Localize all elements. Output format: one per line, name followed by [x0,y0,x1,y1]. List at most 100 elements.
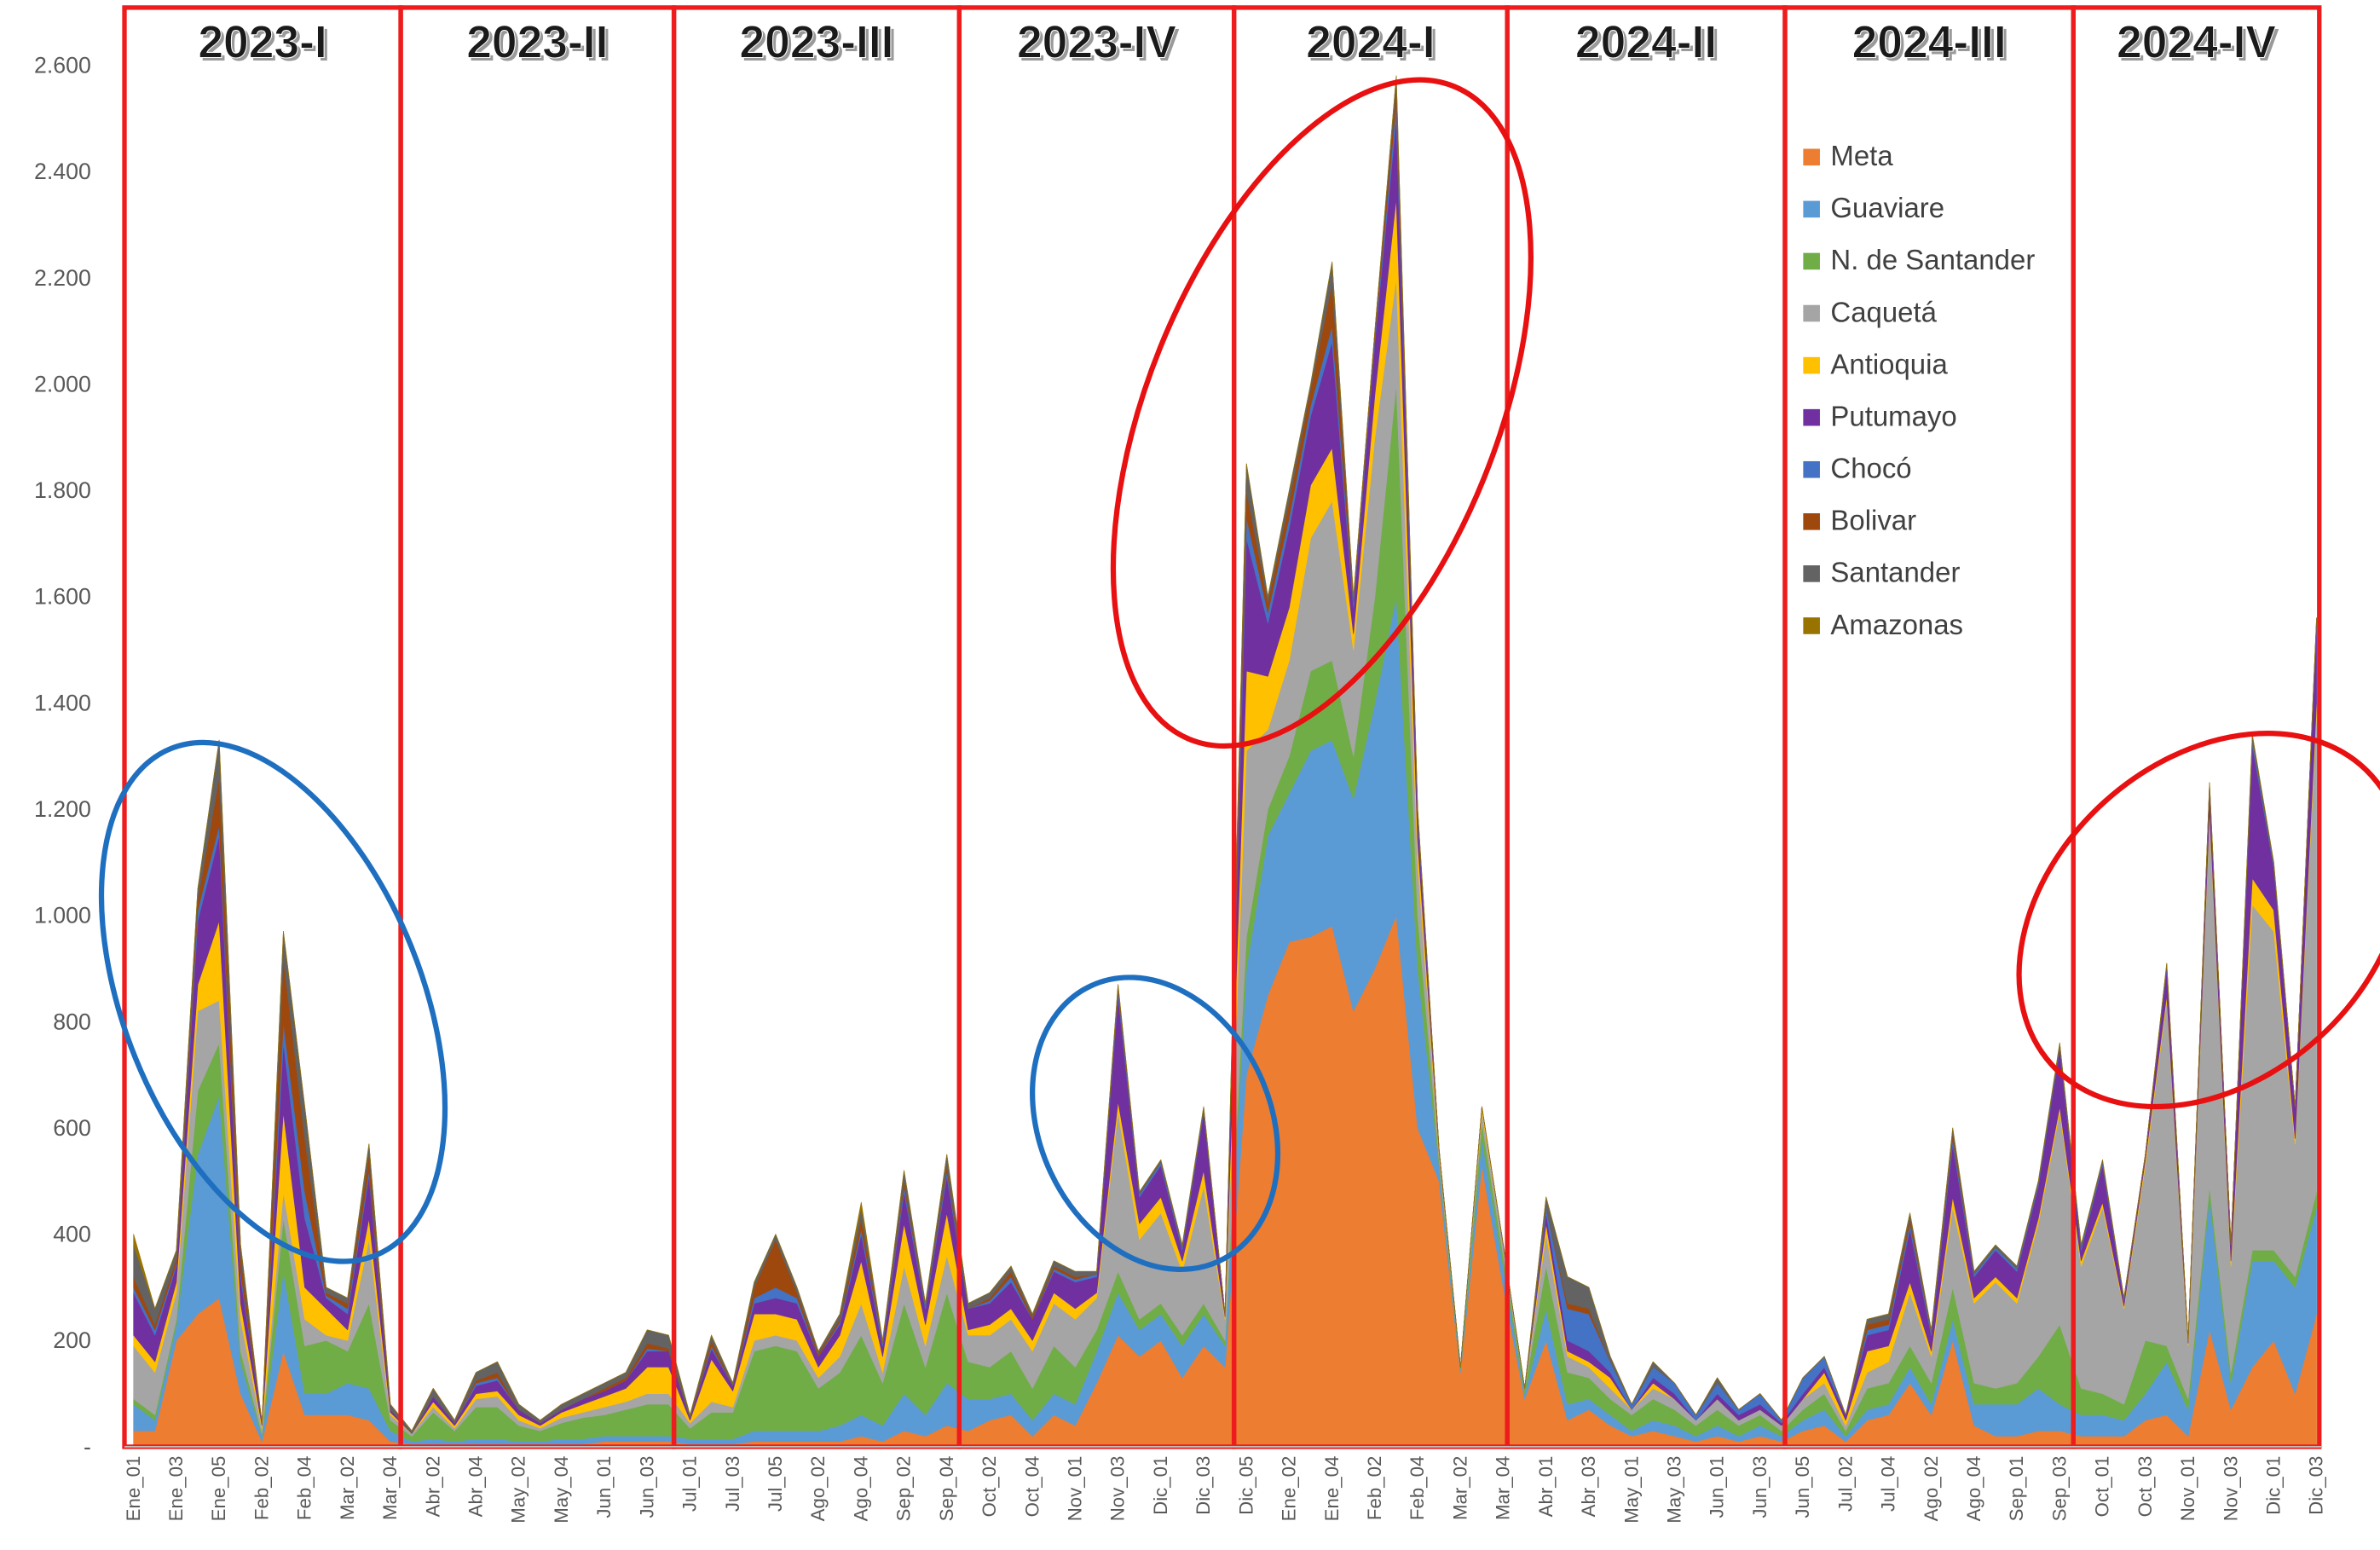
x-tick-label: Abr_01 [1535,1456,1557,1518]
x-tick-label: Jul_01 [679,1456,701,1512]
x-tick-label: Jun_03 [1749,1456,1771,1518]
legend-label: Putumayo [1830,400,1956,431]
x-tick-label: Mar_02 [337,1456,358,1520]
legend-swatch [1803,356,1820,374]
highlight-ellipse [98,739,448,1264]
legend-label: N. de Santander [1830,244,2035,275]
legend-swatch [1803,408,1820,426]
y-tick-label: 2.400 [34,159,91,184]
y-tick-label: 1.200 [34,796,91,822]
legend-swatch [1803,460,1820,478]
x-tick-label: Dic_03 [1193,1456,1214,1515]
x-tick-label: Ene_02 [1279,1456,1300,1522]
x-tick-label: Nov_03 [2220,1456,2241,1522]
quarter-label-shadow: 2023-IV [1020,20,1180,71]
quarter-label-shadow: 2024-III [1855,20,2009,71]
x-tick-label: May_04 [551,1456,572,1524]
x-tick-label: Mar_04 [379,1456,401,1520]
y-tick-label: 400 [53,1222,91,1247]
highlight-ellipse [1110,77,1534,749]
legend: Meta Guaviare N. de Santander Caquetá Antioq… [1803,140,2035,640]
x-tick-label: May_02 [508,1456,529,1524]
x-tick-label: Abr_03 [1578,1456,1599,1518]
x-tick-label: Abr_02 [422,1456,443,1518]
y-tick-label: 1.600 [34,584,91,610]
x-tick-label: Jun_01 [1707,1456,1728,1518]
x-tick-label: Oct_01 [2092,1456,2113,1518]
x-tick-label: Ago_02 [807,1456,829,1522]
legend-label: Bolivar [1830,505,1916,536]
x-tick-label: Ago_04 [850,1456,871,1522]
highlight-ellipse [2016,731,2380,1110]
x-tick-label: Dic_05 [1235,1456,1256,1515]
x-tick-label: Sep_02 [893,1456,915,1522]
x-tick-label: Jul_03 [722,1456,743,1512]
x-tick-label: Jul_04 [1878,1456,1899,1512]
x-tick-label: Mar_02 [1449,1456,1470,1520]
y-tick-label: 2.200 [34,265,91,291]
quarter-label: 2024-I [1306,18,1435,68]
axes: - 200 400 600 800 1.000 1.200 1.400 1.600 1.800 2.… [34,52,2327,1523]
x-tick-label: Jul_05 [765,1456,786,1512]
area [133,75,2317,1431]
areas [133,75,2317,1448]
quarter-label-shadow: 2024-IV [2120,20,2279,71]
x-tick-label: Nov_01 [2177,1456,2198,1522]
x-tick-label: Feb_02 [1364,1456,1385,1520]
legend-swatch [1803,617,1820,634]
y-tick-label: 800 [53,1009,91,1034]
x-tick-label: Ene_01 [123,1456,144,1522]
legend-swatch [1803,565,1820,582]
x-tick-label: Ago_04 [1963,1456,1984,1522]
x-tick-label: May_03 [1663,1456,1684,1524]
quarter-label: 2024-III [1852,18,2007,68]
y-tick-label: 600 [53,1115,91,1141]
y-tick-label: 1.400 [34,690,91,715]
legend-swatch [1803,252,1820,270]
legend-label: Caquetá [1830,296,1937,327]
y-tick-label: - [84,1434,91,1460]
x-tick-label: May_01 [1620,1456,1642,1524]
legend-swatch [1803,513,1820,530]
x-tick-label: Feb_02 [251,1456,272,1520]
x-tick-label: Dic_03 [2306,1456,2327,1515]
x-tick-label: Feb_04 [1407,1456,1428,1520]
x-tick-label: Abr_04 [465,1456,487,1518]
x-tick-label: Mar_04 [1493,1456,1514,1520]
x-tick-label: Sep_01 [2006,1456,2027,1522]
legend-label: Chocó [1830,453,1911,484]
x-tick-label: Ene_04 [1321,1456,1343,1522]
x-tick-label: Dic_01 [2262,1456,2284,1515]
y-tick-label: 200 [53,1327,91,1353]
legend-swatch [1803,200,1820,218]
x-tick-label: Jun_05 [1792,1456,1813,1518]
quarter-label: 2023-III [739,18,893,68]
quarter-label: 2023-I [198,18,326,68]
x-tick-label: Ene_03 [165,1456,187,1522]
quarter-label-shadow: 2024-I [1309,20,1438,71]
x-tick-label: Jun_01 [593,1456,615,1518]
quarter-label-shadow: 2023-II [470,20,611,71]
x-tick-label: Sep_03 [2048,1456,2070,1522]
legend-label: Santander [1830,557,1960,588]
quarter-label-shadow: 2023-III [742,20,897,71]
legend-swatch [1803,148,1820,166]
quarter-label-shadow: 2024-II [1578,20,1719,71]
legend-label: Meta [1830,140,1893,171]
y-tick-label: 1.000 [34,903,91,928]
x-tick-label: Oct_03 [2134,1456,2156,1518]
x-tick-label: Oct_04 [1021,1456,1043,1518]
x-tick-label: Jul_02 [1834,1456,1856,1512]
x-tick-label: Nov_01 [1065,1456,1086,1522]
highlights [98,77,2380,1272]
quarter-label: 2024-IV [2117,18,2276,68]
x-tick-label: Nov_03 [1107,1456,1129,1522]
y-tick-label: 2.600 [34,52,91,78]
x-tick-label: Sep_04 [936,1456,957,1522]
y-tick-label: 2.000 [34,371,91,396]
x-tick-label: Dic_01 [1150,1456,1171,1515]
legend-label: Guaviare [1830,192,1944,223]
quarter-label-shadow: 2023-I [201,20,330,71]
